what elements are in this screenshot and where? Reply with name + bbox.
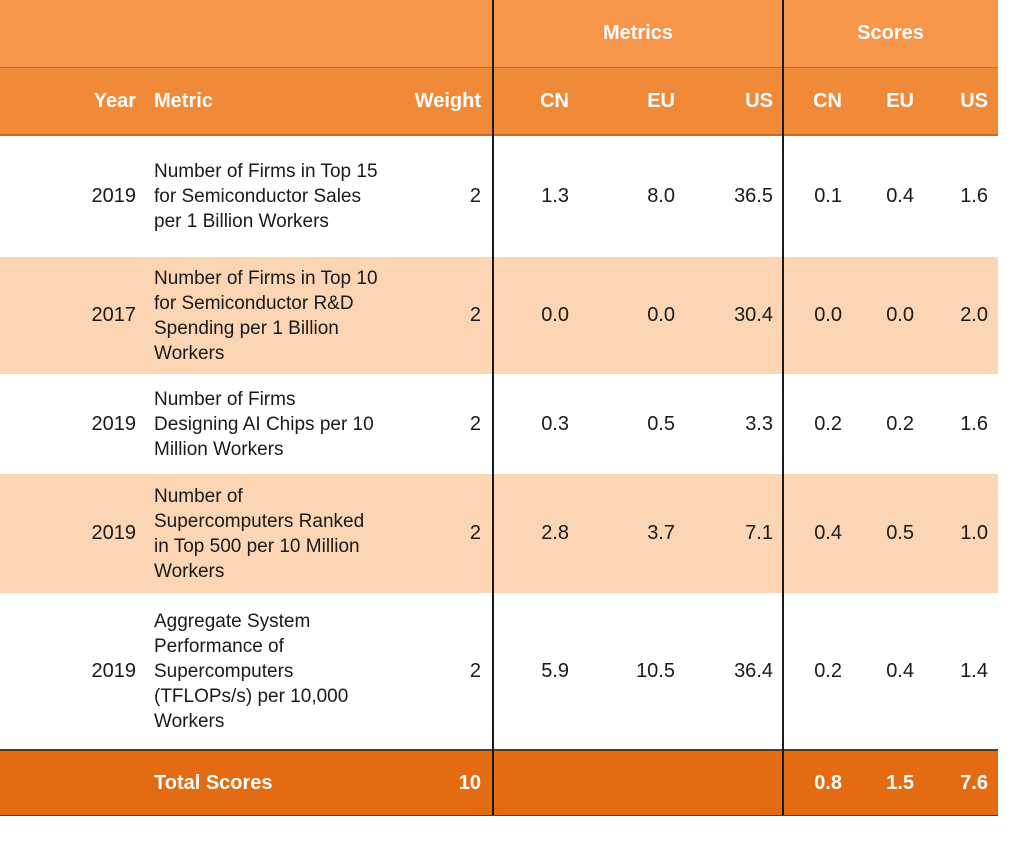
column-header-us: US: [745, 89, 773, 112]
cell-score-us: 1.6: [960, 185, 988, 207]
total-score-us: 7.6: [960, 771, 988, 794]
cell-metric: Number of Supercomputers Ranked in Top 5…: [154, 485, 365, 582]
table-row: 2019 Aggregate System Performance of Sup…: [0, 593, 998, 749]
cell-eu: 8.0: [647, 185, 675, 207]
cell-cn: 1.3: [541, 185, 569, 207]
column-header-metric: Metric: [154, 89, 213, 112]
metrics-scores-table: Metrics Scores Year Metric Weight CN EU …: [0, 0, 998, 816]
cell-year: 2019: [91, 412, 137, 435]
cell-weight: 2: [469, 304, 481, 326]
cell-weight: 2: [469, 659, 481, 682]
cell-metric: Number of Firms in Top 15 for Semiconduc…: [154, 161, 378, 232]
cell-score-eu: 0.2: [886, 412, 914, 435]
cell-year: 2019: [91, 522, 137, 544]
column-header-score-cn: CN: [813, 89, 842, 112]
column-header-score-eu: EU: [886, 89, 914, 112]
column-header-weight: Weight: [414, 89, 481, 112]
cell-score-cn: 0.0: [814, 304, 842, 326]
cell-eu: 3.7: [647, 522, 675, 544]
cell-score-cn: 0.4: [814, 522, 842, 544]
cell-score-us: 1.6: [960, 412, 988, 435]
cell-score-eu: 0.4: [886, 185, 914, 207]
table-row: 2019 Number of Firms in Top 15 for Semic…: [0, 136, 998, 257]
cell-us: 36.4: [734, 659, 773, 682]
group-header-scores: Scores: [857, 22, 924, 44]
cell-weight: 2: [469, 185, 481, 207]
cell-eu: 0.0: [647, 304, 675, 326]
cell-score-eu: 0.5: [886, 522, 914, 544]
cell-score-cn: 0.1: [814, 185, 842, 207]
column-header-cn: CN: [540, 89, 569, 112]
cell-eu: 0.5: [647, 412, 675, 435]
cell-eu: 10.5: [636, 659, 675, 682]
total-weight: 10: [458, 771, 481, 794]
divider-scores: [782, 0, 784, 815]
cell-metric: Aggregate System Performance of Supercom…: [154, 610, 349, 732]
cell-score-cn: 0.2: [814, 412, 842, 435]
total-row: Total Scores 10 0.8 1.5 7.6: [0, 749, 998, 816]
divider-metrics: [492, 0, 494, 815]
cell-us: 7.1: [745, 522, 773, 544]
cell-us: 36.5: [734, 185, 773, 207]
group-header-row: Metrics Scores: [0, 0, 998, 67]
column-header-eu: EU: [647, 89, 675, 112]
cell-year: 2017: [91, 304, 137, 326]
total-score-eu: 1.5: [886, 771, 914, 794]
cell-metric: Number of Firms in Top 10 for Semiconduc…: [154, 267, 378, 364]
cell-cn: 5.9: [541, 659, 569, 682]
cell-cn: 0.3: [541, 412, 569, 435]
cell-weight: 2: [469, 522, 481, 544]
table-row: 2019 Number of Supercomputers Ranked in …: [0, 474, 998, 593]
total-label: Total Scores: [154, 771, 273, 794]
cell-score-eu: 0.4: [886, 659, 914, 682]
cell-score-us: 1.0: [960, 522, 988, 544]
cell-us: 3.3: [745, 412, 773, 435]
cell-cn: 0.0: [541, 304, 569, 326]
column-header-score-us: US: [960, 89, 988, 112]
table-row: 2017 Number of Firms in Top 10 for Semic…: [0, 257, 998, 374]
cell-cn: 2.8: [541, 522, 569, 544]
total-score-cn: 0.8: [814, 771, 842, 794]
cell-year: 2019: [91, 659, 137, 682]
cell-score-eu: 0.0: [886, 304, 914, 326]
cell-score-us: 1.4: [960, 659, 988, 682]
cell-metric: Number of Firms Designing AI Chips per 1…: [154, 388, 374, 460]
cell-score-us: 2.0: [960, 304, 988, 326]
cell-weight: 2: [469, 412, 481, 435]
cell-year: 2019: [91, 185, 137, 207]
group-header-metrics: Metrics: [602, 22, 674, 44]
cell-us: 30.4: [734, 304, 773, 326]
column-header-year: Year: [93, 89, 136, 112]
column-header-row: Year Metric Weight CN EU US CN EU US: [0, 67, 998, 136]
cell-score-cn: 0.2: [814, 659, 842, 682]
table-row: 2019 Number of Firms Designing AI Chips …: [0, 374, 998, 474]
